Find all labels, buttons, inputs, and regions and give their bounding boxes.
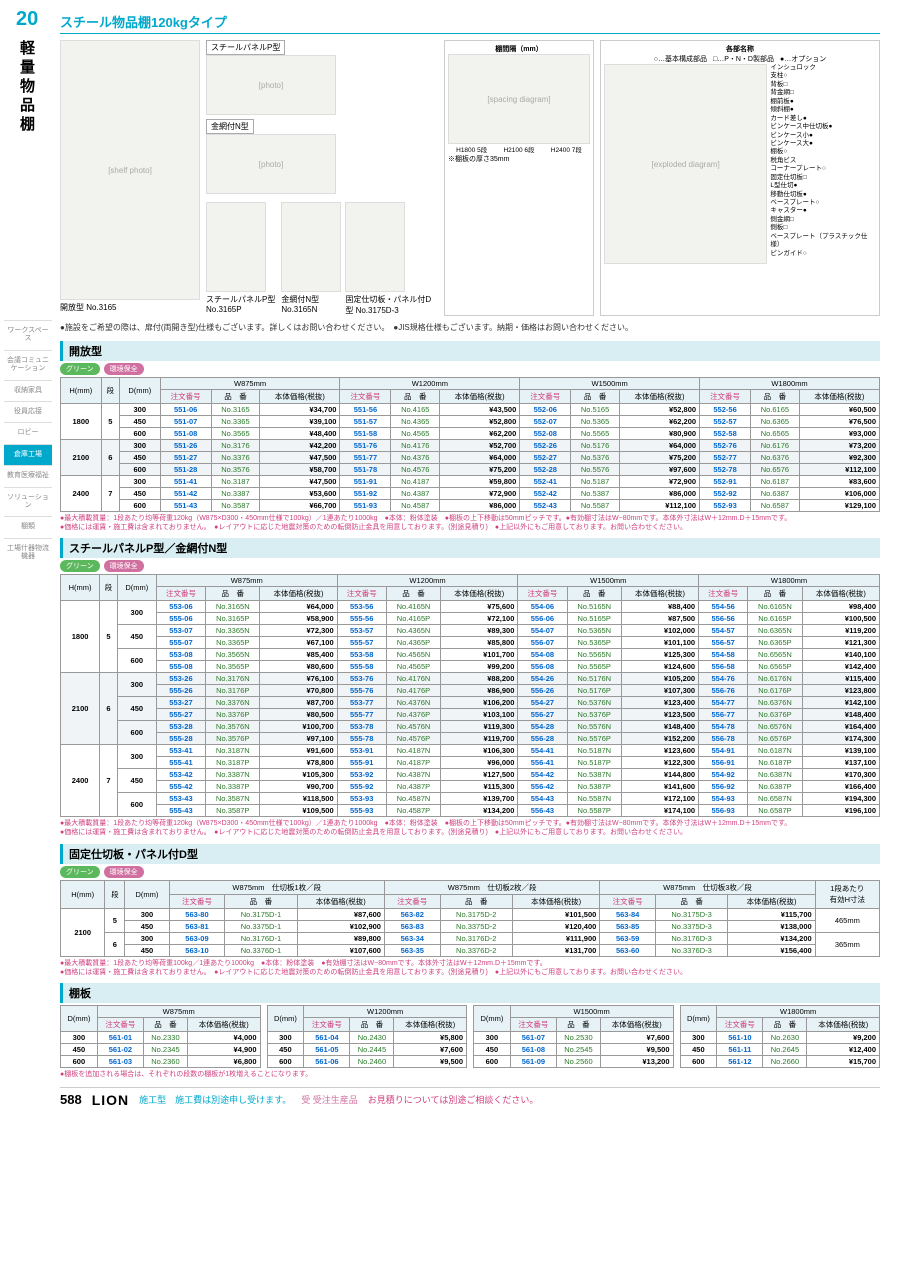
sidenav-item: 教育医療福祉 xyxy=(4,465,52,486)
image-d-type xyxy=(345,202,405,292)
badge-env: 環境保全 xyxy=(104,363,144,375)
product-images-row: [shelf photo] 開放型 No.3165 スチールパネルP型 [pho… xyxy=(60,40,880,316)
notes-2: ●最大積載質量：1段あたり均等荷重120kg（W875×D300・450mm仕様… xyxy=(60,819,880,837)
note-top: ●施設をご希望の際は、扉付(両開き型)仕様もございます。詳しくはお問い合わせくだ… xyxy=(60,322,880,333)
spacing-diagram: 棚間隔（mm） [spacing diagram] H1800 5段H2100 … xyxy=(444,40,594,316)
notes-1: ●最大積載質量：1段あたり均等荷重120kg（W875×D300・450mm仕様… xyxy=(60,514,880,532)
page-number-top: 20 xyxy=(16,8,38,31)
label-panel-p: スチールパネルP型 xyxy=(206,40,285,55)
sidenav-item: 倉庫工場 xyxy=(4,444,52,465)
image-panel-p: [photo] xyxy=(206,55,336,115)
section-2-header: スチールパネルP型／金網付N型 xyxy=(60,538,880,558)
sidenav-item: ソリューション xyxy=(4,487,52,517)
image-p-type xyxy=(206,202,266,292)
notes-3: ●最大積載質量：1段あたり均等荷重100kg／1連あたり1000kg ●本体：粉… xyxy=(60,959,880,977)
badge-green: グリーン xyxy=(60,363,100,375)
sidenav-item: ワークスペース xyxy=(4,320,52,350)
caption-p2: スチールパネルP型 No.3165P xyxy=(206,294,277,314)
image-main-shelf: [shelf photo] xyxy=(60,40,200,300)
sidenav-item: ロビー xyxy=(4,422,52,443)
section-1-header: 開放型 xyxy=(60,341,880,361)
caption-main: 開放型 No.3165 xyxy=(60,302,200,313)
side-category-title: 軽量物品棚 xyxy=(16,40,37,135)
table-section-3: H(mm)段D(mm)W875mm 仕切板1枚／段W875mm 仕切板2枚／段W… xyxy=(60,880,880,957)
sidenav-item: 役員応接 xyxy=(4,401,52,422)
image-n-type xyxy=(281,202,341,292)
page-number-bottom: 588 xyxy=(60,1092,82,1107)
table-section-1: H(mm)段D(mm)W875mmW1200mmW1500mmW1800mm注文… xyxy=(60,377,880,512)
brand-logo: LION xyxy=(92,1092,129,1108)
notes-4: ●棚板を追加される場合は、それぞれの段数の棚板が1枚増えることになります。 xyxy=(60,1070,880,1079)
parts-diagram: 各部名称 ○…基本構成部品□…P・N・D製部品●…オプション [exploded… xyxy=(600,40,880,316)
sidenav-item: 工場什器物流機器 xyxy=(4,538,52,568)
product-title: スチール物品棚120kgタイプ xyxy=(60,10,880,34)
footer-kouji: 施工型 施工費は別途申し受けます。 xyxy=(139,1093,291,1106)
tables-section-4: D(mm)W875mm注文番号品 番本体価格(税抜)300561-01No.23… xyxy=(60,1005,880,1068)
footer-estimate: お見積りについては別途ご相談ください。 xyxy=(368,1093,539,1106)
side-nav: ワークスペース会議コミュニケーション収納家具役員応接ロビー倉庫工場教育医療福祉ソ… xyxy=(4,320,52,567)
caption-n2: 金網付N型 No.3165N xyxy=(281,294,341,314)
sidenav-item: 棚類 xyxy=(4,516,52,537)
section-3-header: 固定仕切板・パネル付D型 xyxy=(60,844,880,864)
sidenav-item: 収納家具 xyxy=(4,380,52,401)
table-section-2: H(mm)段D(mm)W875mmW1200mmW1500mmW1800mm注文… xyxy=(60,574,880,817)
page-footer: 588 LION 施工型 施工費は別途申し受けます。 受 受注生産品 お見積りに… xyxy=(60,1087,880,1108)
sidenav-item: 会議コミュニケーション xyxy=(4,350,52,380)
label-mesh-n: 金網付N型 xyxy=(206,119,254,134)
caption-d2: 固定仕切板・パネル付D型 No.3175D-3 xyxy=(345,294,438,316)
section-4-header: 棚板 xyxy=(60,983,880,1003)
image-mesh-n: [photo] xyxy=(206,134,336,194)
footer-juchu: 受 受注生産品 xyxy=(301,1093,358,1106)
